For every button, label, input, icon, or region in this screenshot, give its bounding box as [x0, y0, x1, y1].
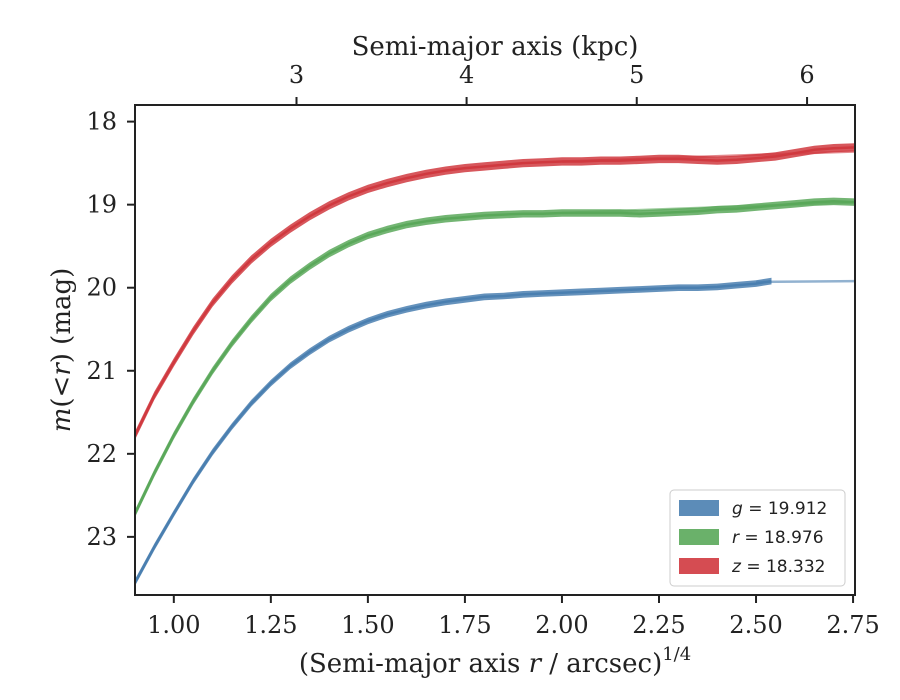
y-tick-label: 20 [86, 274, 117, 302]
x-axis-ticks: 1.00 1.25 1.50 1.75 2.00 2.25 2.50 2.75 [147, 595, 880, 639]
top-axis-ticks: 3 4 5 6 [289, 61, 815, 105]
series-line-g [133, 279, 772, 584]
x-tick-label: 2.00 [535, 611, 588, 639]
x-axis-label: (Semi-major axis r / arcsec)1/4 [299, 644, 691, 679]
series-lines [133, 146, 856, 584]
top-tick-label: 5 [629, 61, 644, 89]
series-line-r [133, 200, 856, 515]
y-tick-label: 21 [86, 357, 117, 385]
x-tick-label: 1.50 [341, 611, 394, 639]
y-axis-ticks: 18 19 20 21 22 23 [86, 108, 135, 551]
legend-label-z: z = 18.332 [731, 557, 825, 577]
x-tick-label: 2.75 [826, 611, 879, 639]
x-tick-label: 1.75 [438, 611, 491, 639]
legend-label-g: g = 19.912 [732, 499, 827, 519]
y-axis-label: m(<r) (mag) [47, 268, 77, 433]
series-band-z [135, 143, 855, 440]
legend-label-r: r = 18.976 [732, 528, 824, 548]
x-tick-label: 1.25 [244, 611, 297, 639]
y-tick-label: 23 [86, 523, 117, 551]
x-tick-label: 2.25 [632, 611, 685, 639]
model-line-g [755, 279, 856, 284]
legend-swatch-r [679, 529, 719, 545]
y-tick-label: 22 [86, 440, 117, 468]
plot-frame [134, 104, 856, 596]
series-band-r [135, 197, 855, 518]
x-tick-label: 2.50 [729, 611, 782, 639]
legend: g = 19.912 r = 18.976 z = 18.332 [669, 489, 846, 587]
series-line-z [133, 146, 856, 437]
top-tick-label: 6 [799, 61, 814, 89]
top-tick-label: 4 [459, 61, 474, 89]
legend-swatch-g [679, 500, 719, 516]
y-tick-label: 19 [86, 191, 117, 219]
legend-swatch-z [679, 558, 719, 574]
top-axis-label: Semi-major axis (kpc) [352, 32, 639, 62]
x-tick-label: 1.00 [147, 611, 200, 639]
legend-items: g = 19.912 r = 18.976 z = 18.332 [679, 499, 827, 577]
series-bands [135, 143, 855, 586]
top-tick-label: 3 [289, 61, 304, 89]
y-tick-label: 18 [86, 108, 117, 136]
